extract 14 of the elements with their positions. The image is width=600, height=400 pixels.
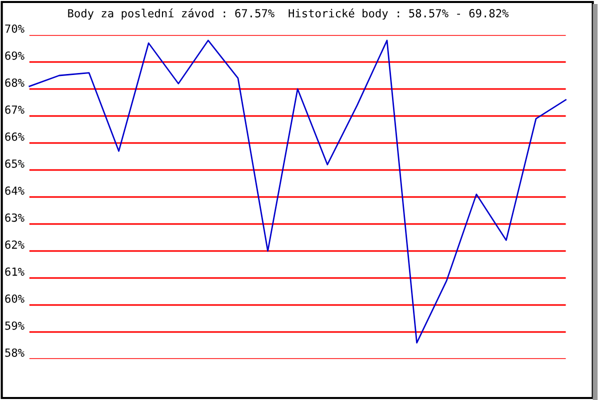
chart-title: Body za poslední závod : 67.57% Historické body : 58.57% - 69.82%	[68, 8, 509, 20]
y-tick-label: 61%	[5, 267, 24, 276]
y-tick-label: 59%	[5, 321, 24, 330]
y-tick-label: 69%	[5, 51, 24, 60]
y-tick-label: 63%	[5, 213, 24, 222]
y-tick-label: 65%	[5, 159, 24, 168]
y-tick-label: 67%	[5, 105, 24, 114]
y-tick-label: 58%	[5, 348, 24, 357]
y-tick-label: 64%	[5, 186, 24, 195]
y-tick-label: 62%	[5, 240, 24, 249]
y-tick-label: 60%	[5, 294, 24, 303]
y-tick-label: 66%	[5, 132, 24, 141]
y-tick-label: 68%	[5, 78, 24, 87]
y-tick-label: 70%	[5, 24, 24, 33]
